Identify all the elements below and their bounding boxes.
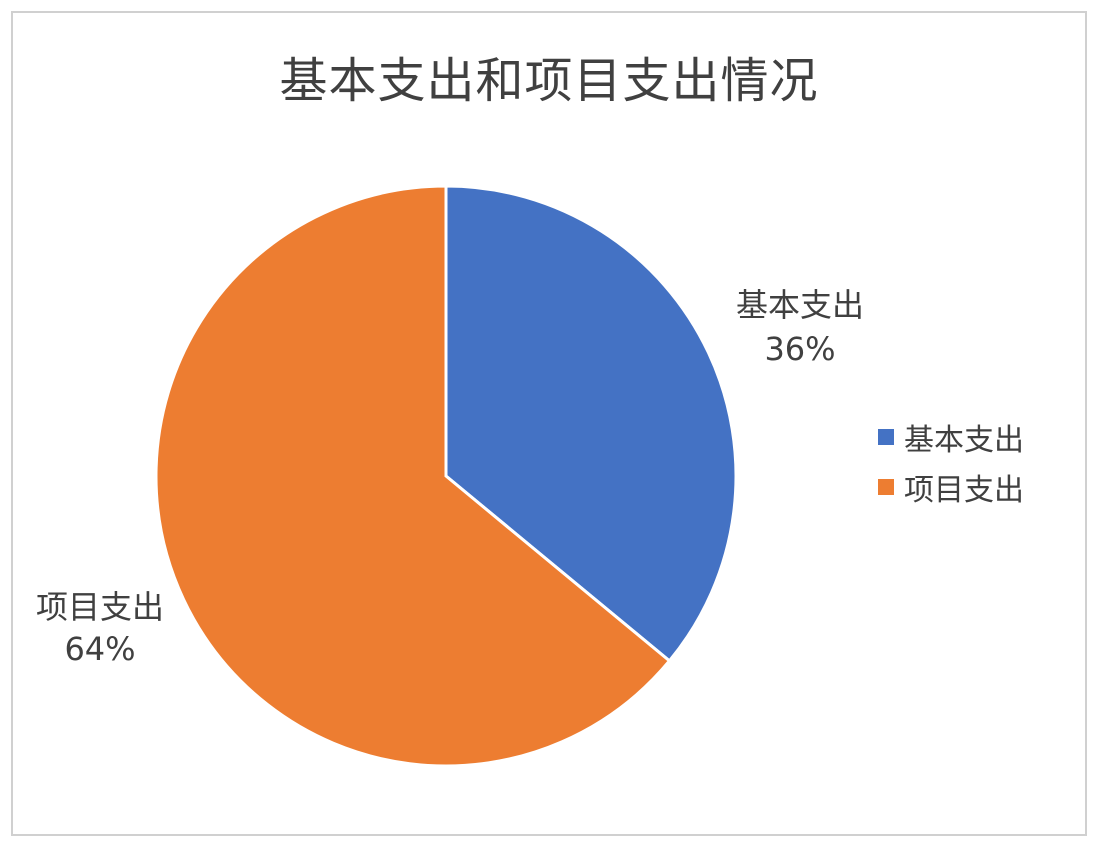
legend: 基本支出 项目支出 bbox=[878, 412, 1024, 512]
legend-item-project: 项目支出 bbox=[878, 462, 1024, 512]
pie-slice-basic bbox=[444, 184, 738, 663]
data-label-percent-project: 64% bbox=[64, 630, 135, 668]
pie-slice-project bbox=[154, 184, 672, 768]
data-label-percent-basic: 36% bbox=[764, 330, 835, 368]
legend-swatch-basic bbox=[878, 429, 894, 445]
legend-label-basic: 基本支出 bbox=[904, 423, 1024, 458]
data-label-category-project: 项目支出 bbox=[36, 588, 164, 626]
chart-title: 基本支出和项目支出情况 bbox=[279, 53, 819, 109]
legend-label-project: 项目支出 bbox=[904, 473, 1024, 508]
legend-swatch-project bbox=[878, 479, 894, 495]
data-label-category-basic: 基本支出 bbox=[736, 286, 864, 324]
legend-item-basic: 基本支出 bbox=[878, 412, 1024, 462]
